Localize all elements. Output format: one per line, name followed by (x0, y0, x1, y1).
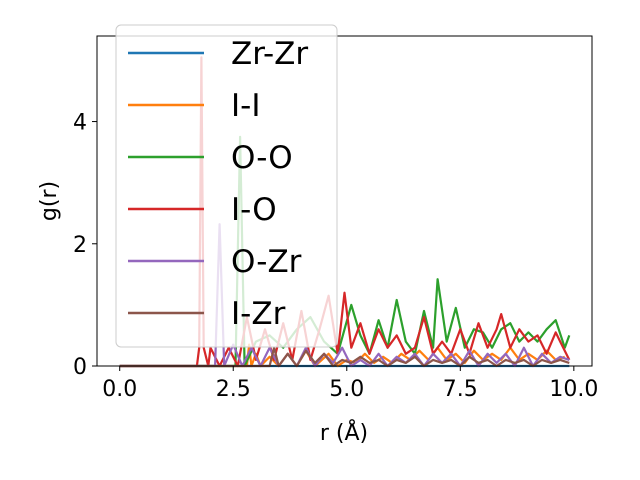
x-tick-label: 10.0 (549, 377, 598, 402)
series-line-i-o (119, 56, 571, 368)
legend-label: O-Zr (231, 244, 302, 280)
y-tick-label: 0 (73, 355, 87, 380)
x-tick-label: 2.5 (216, 377, 251, 402)
legend: Zr-Zr I-I O-O I-O O-Zr I-Zr (115, 24, 338, 348)
x-tick-label: 5.0 (329, 377, 364, 402)
y-axis: 0 2 4 (73, 111, 97, 380)
series-line-o-zr (119, 223, 570, 368)
legend-box (115, 24, 338, 348)
x-axis: 0.0 2.5 5.0 7.5 10.0 (102, 366, 598, 402)
x-tick-label: 7.5 (443, 377, 478, 402)
y-tick-label: 4 (73, 111, 87, 136)
x-axis-label: r (Å) (320, 419, 368, 446)
legend-label: I-O (231, 192, 277, 228)
y-tick-label: 2 (73, 233, 87, 258)
y-axis-label: g(r) (37, 181, 62, 221)
plot-frame (96, 35, 593, 367)
series-line-i-zr (119, 346, 570, 368)
legend-label: I-I (231, 88, 260, 124)
legend-label: Zr-Zr (231, 36, 308, 72)
legend-label: I-Zr (231, 296, 286, 332)
x-tick-label: 0.0 (102, 377, 137, 402)
legend-label: O-O (231, 140, 293, 176)
